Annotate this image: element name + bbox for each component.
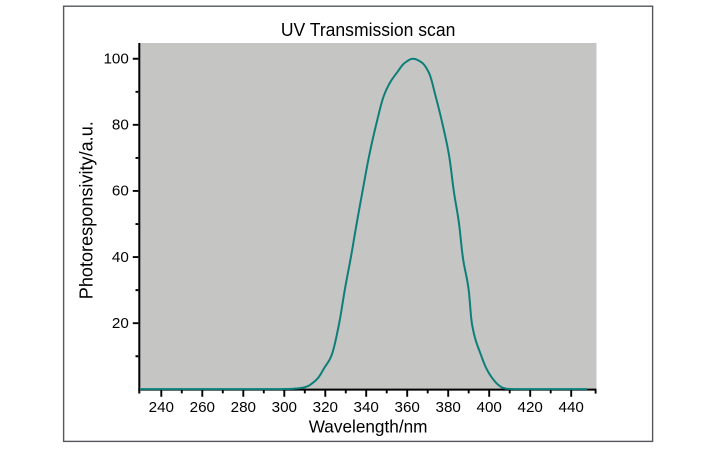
svg-text:240: 240 [149, 399, 174, 416]
svg-text:320: 320 [313, 399, 338, 416]
svg-text:280: 280 [231, 399, 256, 416]
svg-text:80: 80 [112, 117, 129, 134]
svg-text:40: 40 [112, 249, 129, 266]
svg-text:UV Transmission scan: UV Transmission scan [281, 20, 456, 40]
svg-text:400: 400 [477, 399, 502, 416]
svg-text:440: 440 [559, 399, 584, 416]
svg-text:260: 260 [190, 399, 215, 416]
svg-text:360: 360 [395, 399, 420, 416]
svg-text:420: 420 [518, 399, 543, 416]
svg-text:20: 20 [112, 315, 129, 332]
svg-text:60: 60 [112, 183, 129, 200]
svg-text:300: 300 [272, 399, 297, 416]
svg-text:340: 340 [354, 399, 379, 416]
svg-text:Photoresponsivity/a.u.: Photoresponsivity/a.u. [77, 121, 97, 299]
svg-text:380: 380 [436, 399, 461, 416]
svg-text:Wavelength/nm: Wavelength/nm [309, 417, 428, 437]
svg-text:100: 100 [103, 51, 128, 68]
